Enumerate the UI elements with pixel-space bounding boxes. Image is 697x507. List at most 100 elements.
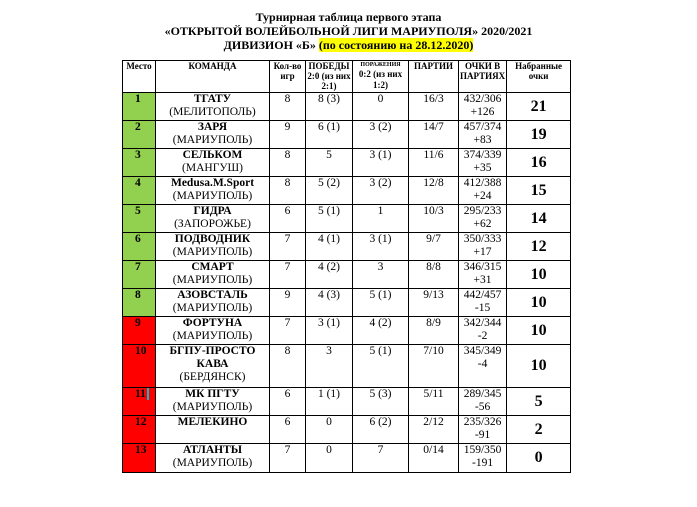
place: 13	[135, 444, 147, 456]
losses-cell: 6 (2)	[352, 415, 409, 444]
score: 442/457	[463, 289, 502, 301]
games-cell: 6	[269, 204, 306, 233]
team-city: (МАРИУПОЛЬ)	[172, 246, 253, 258]
team-name: ФОРТУНА	[182, 317, 243, 329]
wins-cell: 3 (1)	[305, 316, 353, 345]
sets-cell: 14/7	[408, 120, 459, 149]
team-city: (МАНГУШ)	[182, 162, 243, 174]
sets-cell: 12/8	[408, 176, 459, 205]
sets-cell: 16/3	[408, 92, 459, 121]
sets-cell: 5/11	[408, 387, 459, 416]
score: 289/345	[463, 388, 502, 400]
score: 412/388	[463, 177, 502, 189]
place: 7	[135, 261, 141, 273]
losses-cell: 3	[352, 260, 409, 289]
score-cell: 289/345 -56	[457, 387, 508, 416]
wins-cell: 0	[305, 415, 353, 444]
losses-cell: 5 (3)	[352, 387, 409, 416]
place: 2	[135, 121, 141, 133]
score: 350/333	[463, 233, 502, 245]
losses-cell: 5 (1)	[352, 344, 409, 388]
games-cell: 7	[269, 443, 306, 473]
team-city: (МАРИУПОЛЬ)	[172, 274, 253, 286]
place: 9	[135, 317, 141, 329]
team-cell: АТЛАНТЫ (МАРИУПОЛЬ)	[155, 443, 270, 473]
score-cell: 159/350 -191	[457, 443, 508, 473]
score-diff: -191	[472, 457, 494, 469]
score-diff: -4	[477, 358, 488, 370]
points-cell: 10	[506, 288, 572, 317]
team-cell: БГПУ-ПРОСТО КАВА (БЕРДЯНСК)	[155, 344, 270, 388]
sets-cell: 8/8	[408, 260, 459, 289]
losses-cell: 1	[352, 204, 409, 233]
score-cell: 346/315 +31	[457, 260, 508, 289]
table-row: 3 СЕЛЬКОМ (МАНГУШ) 8 5 3 (1) 11/6 374/339 +35 16	[122, 148, 572, 177]
score-diff: +24	[473, 190, 492, 202]
points-cell: 19	[506, 120, 572, 149]
place-cell: 5	[122, 204, 156, 233]
losses-cell: 3 (2)	[352, 176, 409, 205]
score-diff: -91	[474, 429, 491, 441]
team-name: ПОДВОДНИК	[174, 233, 251, 245]
date-highlight: (по состоянию на 28.12.2020)	[318, 38, 474, 52]
wins-cell: 3	[305, 344, 353, 388]
score-diff: +35	[473, 162, 492, 174]
games-cell: 8	[269, 148, 306, 177]
title-line-1: Турнирная таблица первого этапа	[255, 10, 442, 24]
team-cell: СЕЛЬКОМ (МАНГУШ)	[155, 148, 270, 177]
header-team: КОМАНДА	[155, 60, 270, 93]
team-cell: АЗОВСТАЛЬ (МАРИУПОЛЬ)	[155, 288, 270, 317]
standings-table: Место КОМАНДА Кол-во игр ПОБЕДЫ 2:0 (из …	[122, 60, 572, 473]
place: 3	[135, 149, 141, 161]
place: 4	[135, 177, 141, 189]
points-cell: 10	[506, 344, 572, 388]
team-name: ТГАТУ	[193, 93, 232, 105]
team-name: Medusa.M.Sport	[170, 177, 255, 189]
score: 235/326	[463, 416, 502, 428]
header-losses-title: ПОРАЖЕНИЯ	[360, 62, 401, 68]
table-row: 8 АЗОВСТАЛЬ (МАРИУПОЛЬ) 9 4 (3) 5 (1) 9/13 442/…	[122, 288, 572, 317]
place: 10	[135, 345, 147, 357]
score-cell: 442/457 -15	[457, 288, 508, 317]
header-wins: ПОБЕДЫ 2:0 (из них 2:1)	[305, 60, 353, 93]
team-name: ГИДРА	[193, 205, 232, 217]
points-cell: 0	[506, 443, 572, 473]
team-city: (МАРИУПОЛЬ)	[172, 330, 253, 342]
losses-cell: 4 (2)	[352, 316, 409, 345]
score-cell: 345/349 -4	[457, 344, 508, 388]
place: 11	[135, 388, 146, 400]
table-row: 6 ПОДВОДНИК (МАРИУПОЛЬ) 7 4 (1) 3 (1) 9/7 350/3…	[122, 232, 572, 261]
wins-cell: 1 (1)	[305, 387, 353, 416]
team-cell: ТГАТУ (МЕЛИТОПОЛЬ)	[155, 92, 270, 121]
header-place: Место	[122, 60, 156, 93]
team-cell: ФОРТУНА (МАРИУПОЛЬ)	[155, 316, 270, 345]
wins-cell: 8 (3)	[305, 92, 353, 121]
team-name: МК ПГТУ	[185, 388, 240, 400]
place-cell: 3	[122, 148, 156, 177]
sets-cell: 8/9	[408, 316, 459, 345]
place-cell: 7	[122, 260, 156, 289]
points-cell: 10	[506, 316, 572, 345]
team-name: МЕЛЕКИНО	[177, 416, 248, 428]
team-cell: МЕЛЕКИНО	[155, 415, 270, 444]
table-row: 5 ГИДРА (ЗАПОРОЖЬЕ) 6 5 (1) 1 10/3 295/233 +62 14	[122, 204, 572, 233]
score-cell: 374/339 +35	[457, 148, 508, 177]
title-line-3: ДИВИЗИОН «Б» (по состоянию на 28.12.2020…	[0, 38, 697, 52]
table-row: 9 ФОРТУНА (МАРИУПОЛЬ) 7 3 (1) 4 (2) 8/9 342/344…	[122, 316, 572, 345]
team-cell: СМАРТ (МАРИУПОЛЬ)	[155, 260, 270, 289]
place-cell: 11	[122, 387, 156, 416]
points-cell: 21	[506, 92, 572, 121]
wins-cell: 6 (1)	[305, 120, 353, 149]
score-cell: 235/326 -91	[457, 415, 508, 444]
games-cell: 6	[269, 415, 306, 444]
games-cell: 8	[269, 176, 306, 205]
points-cell: 15	[506, 176, 572, 205]
score-diff: +83	[473, 134, 492, 146]
losses-cell: 3 (2)	[352, 120, 409, 149]
losses-cell: 0	[352, 92, 409, 121]
score: 342/344	[463, 317, 502, 329]
header-points-in-sets: ОЧКИ В ПАРТИЯХ	[457, 60, 508, 93]
score-cell: 350/333 +17	[457, 232, 508, 261]
points-cell: 16	[506, 148, 572, 177]
table-row: 13 АТЛАНТЫ (МАРИУПОЛЬ) 7 0 7 0/14 159/350 -191 0	[122, 443, 572, 473]
